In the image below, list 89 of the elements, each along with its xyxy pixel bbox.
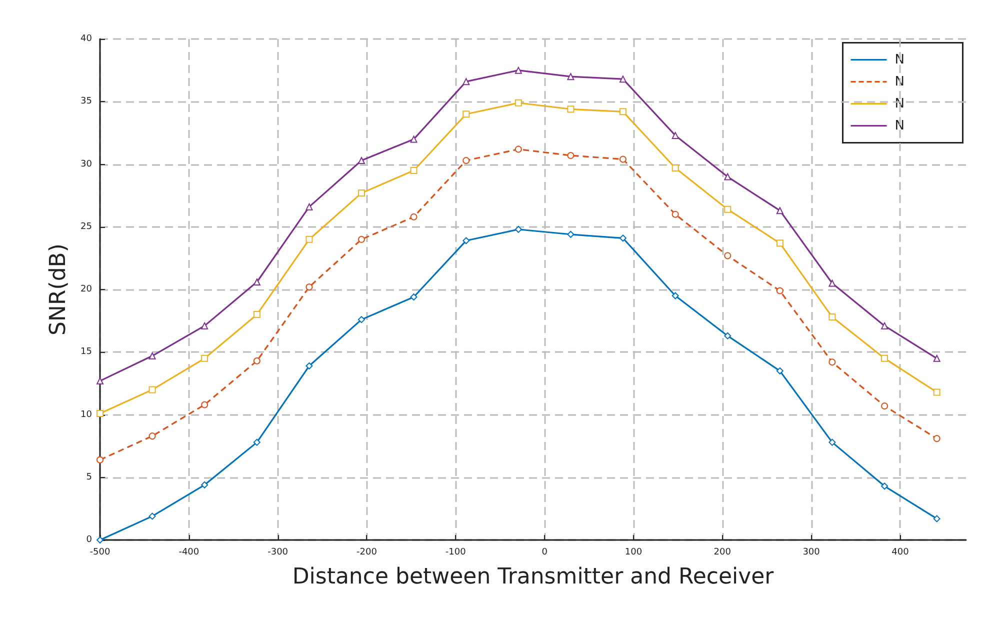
y-tick-label: 35: [80, 96, 92, 107]
point: [724, 332, 732, 340]
point: [776, 287, 784, 294]
point: [358, 236, 365, 243]
point: [201, 322, 208, 330]
y-tick-label: 0: [86, 535, 92, 545]
point: [462, 156, 470, 164]
x-tick-label: 200: [714, 548, 732, 558]
point: [619, 76, 626, 83]
x-tick-label: -300: [268, 548, 288, 558]
point: [253, 357, 260, 364]
point: [724, 173, 732, 180]
point: [881, 402, 888, 410]
point: [567, 152, 574, 159]
point: [881, 354, 888, 362]
x-tick-label: 0: [542, 548, 548, 558]
point: [358, 156, 365, 164]
y-tick-label: 15: [80, 347, 92, 358]
x-tick-label: -400: [178, 548, 200, 558]
point: [514, 66, 522, 74]
point: [253, 438, 260, 446]
point: [724, 206, 732, 213]
point: [96, 410, 104, 417]
point: [828, 314, 836, 321]
point: [253, 311, 260, 318]
point: [724, 252, 732, 260]
point: [881, 482, 888, 490]
point: [201, 401, 208, 408]
x-tick-label: 400: [892, 548, 910, 558]
x-tick-label: -500: [90, 548, 110, 558]
point: [933, 515, 940, 522]
x-tick-label: 300: [802, 548, 820, 558]
point: [619, 108, 626, 116]
point: [567, 106, 574, 113]
x-tick-label: -200: [356, 548, 378, 558]
point: [96, 456, 104, 464]
point: [776, 240, 784, 247]
point: [201, 481, 208, 488]
x-axis-title: Distance between Transmitter and Receiver: [292, 564, 775, 590]
point: [672, 210, 679, 218]
point: [358, 316, 365, 324]
point: [776, 367, 784, 374]
point: [462, 110, 470, 118]
point: [619, 234, 626, 242]
point: [148, 512, 156, 520]
point: [567, 73, 574, 80]
point: [933, 435, 940, 442]
point: [672, 292, 679, 300]
point: [306, 203, 313, 210]
point: [881, 322, 888, 330]
y-tick-label: 5: [86, 472, 92, 482]
y-axis-title: SNR(dB): [46, 244, 72, 336]
point: [148, 386, 156, 394]
y-tick-label: 40: [80, 34, 92, 44]
x-tick-label: -100: [445, 548, 466, 558]
point: [410, 136, 418, 143]
point: [672, 164, 679, 172]
point: [148, 432, 156, 440]
y-tick-label: 10: [80, 410, 92, 420]
point: [358, 190, 365, 197]
y-tick-label: 30: [80, 159, 92, 170]
point: [201, 354, 208, 362]
point: [933, 388, 940, 396]
point: [514, 146, 522, 153]
point: [776, 207, 784, 214]
point: [306, 236, 313, 243]
point: [828, 438, 836, 446]
point: [306, 283, 313, 290]
point: [253, 278, 260, 286]
point: [619, 156, 626, 163]
point: [567, 230, 574, 238]
x-tick-label: 100: [624, 548, 642, 558]
y-tick-label: 20: [80, 284, 92, 294]
point: [828, 358, 836, 366]
point: [148, 352, 156, 360]
point: [306, 362, 313, 370]
legend-label: N: [894, 118, 904, 134]
point: [828, 280, 836, 287]
legend-label: N: [894, 52, 904, 68]
point: [672, 132, 679, 139]
point: [933, 354, 940, 362]
point: [410, 167, 418, 174]
point: [410, 213, 418, 220]
point: [462, 78, 470, 86]
point: [410, 294, 418, 301]
point: [462, 237, 470, 244]
y-tick-label: 25: [80, 222, 92, 232]
point: [514, 226, 522, 233]
point: [514, 99, 522, 106]
